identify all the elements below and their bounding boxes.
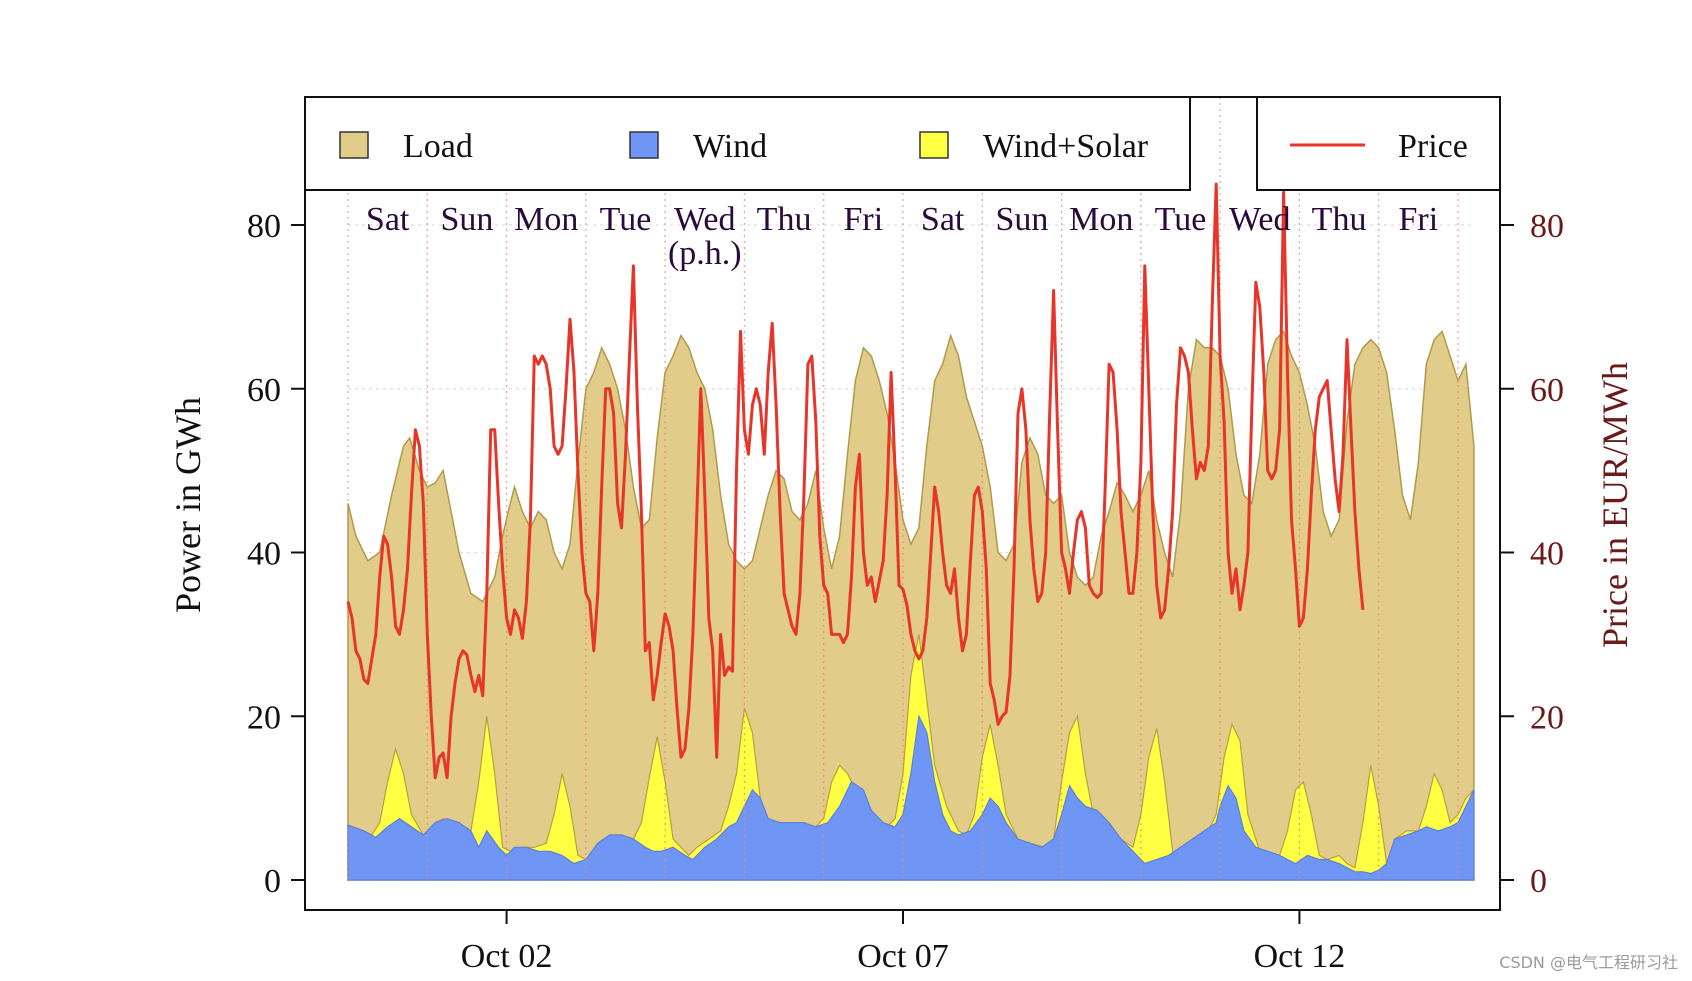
legend-key-wind [629, 131, 659, 159]
day-label: Thu [757, 201, 812, 238]
day-label: Wed [1229, 201, 1290, 238]
day-label: Mon [1069, 201, 1133, 238]
ylabel-right: Price in EUR/MWh [1595, 362, 1635, 648]
ytick-label-left: 60 [247, 372, 281, 409]
legend-label: Wind [693, 128, 767, 165]
legend-key-wind-solar [919, 131, 949, 159]
day-label: Sun [995, 201, 1048, 238]
legend-label: Price [1398, 128, 1468, 165]
ytick-label-left: 0 [264, 863, 281, 900]
day-label: Tue [600, 201, 652, 238]
day-label: Fri [1399, 201, 1439, 238]
ylabel-left: Power in GWh [168, 397, 208, 613]
day-sublabel: (p.h.) [668, 235, 742, 272]
ytick-label-right: 80 [1530, 208, 1564, 245]
day-label: Sat [921, 201, 965, 238]
day-label: Wed [674, 201, 735, 238]
axes: 0 20 40 60 80 0 20 40 60 80 Oct 02 Oct 07 Oct 12 [247, 96, 1564, 975]
day-label: Mon [514, 201, 578, 238]
legend-box-areas [304, 96, 1191, 191]
ytick-label-right: 0 [1530, 863, 1547, 900]
day-label: Fri [844, 201, 884, 238]
ytick-label-right: 40 [1530, 536, 1564, 573]
legend: Load Wind Wind+Solar Price [304, 96, 1501, 191]
ytick-label-right: 60 [1530, 372, 1564, 409]
ytick-label-left: 20 [247, 699, 281, 736]
load-area [347, 329, 1475, 881]
wind-area [347, 714, 1475, 881]
xtick-label: Oct 12 [1254, 938, 1346, 975]
ytick-label-left: 40 [247, 536, 281, 573]
day-label: Tue [1155, 201, 1207, 238]
ytick-label-left: 80 [247, 208, 281, 245]
ytick-label-right: 20 [1530, 699, 1564, 736]
plot-area: Sat Sun Mon Tue Wed(p.h.)Thu Fri Sat Sun Mon Tue W… [346, 97, 1475, 881]
watermark-text: CSDN @电气工程研习社 [1499, 953, 1678, 972]
legend-label: Load [403, 128, 473, 165]
xtick-label: Oct 07 [857, 938, 949, 975]
legend-key-load [339, 131, 369, 159]
price-line [346, 182, 1365, 780]
wind-solar-area [347, 634, 1475, 881]
legend-label: Wind+Solar [983, 128, 1149, 165]
day-label: Sun [440, 201, 493, 238]
day-label: Sat [366, 201, 410, 238]
day-label: Thu [1312, 201, 1367, 238]
xtick-label: Oct 02 [461, 938, 553, 975]
